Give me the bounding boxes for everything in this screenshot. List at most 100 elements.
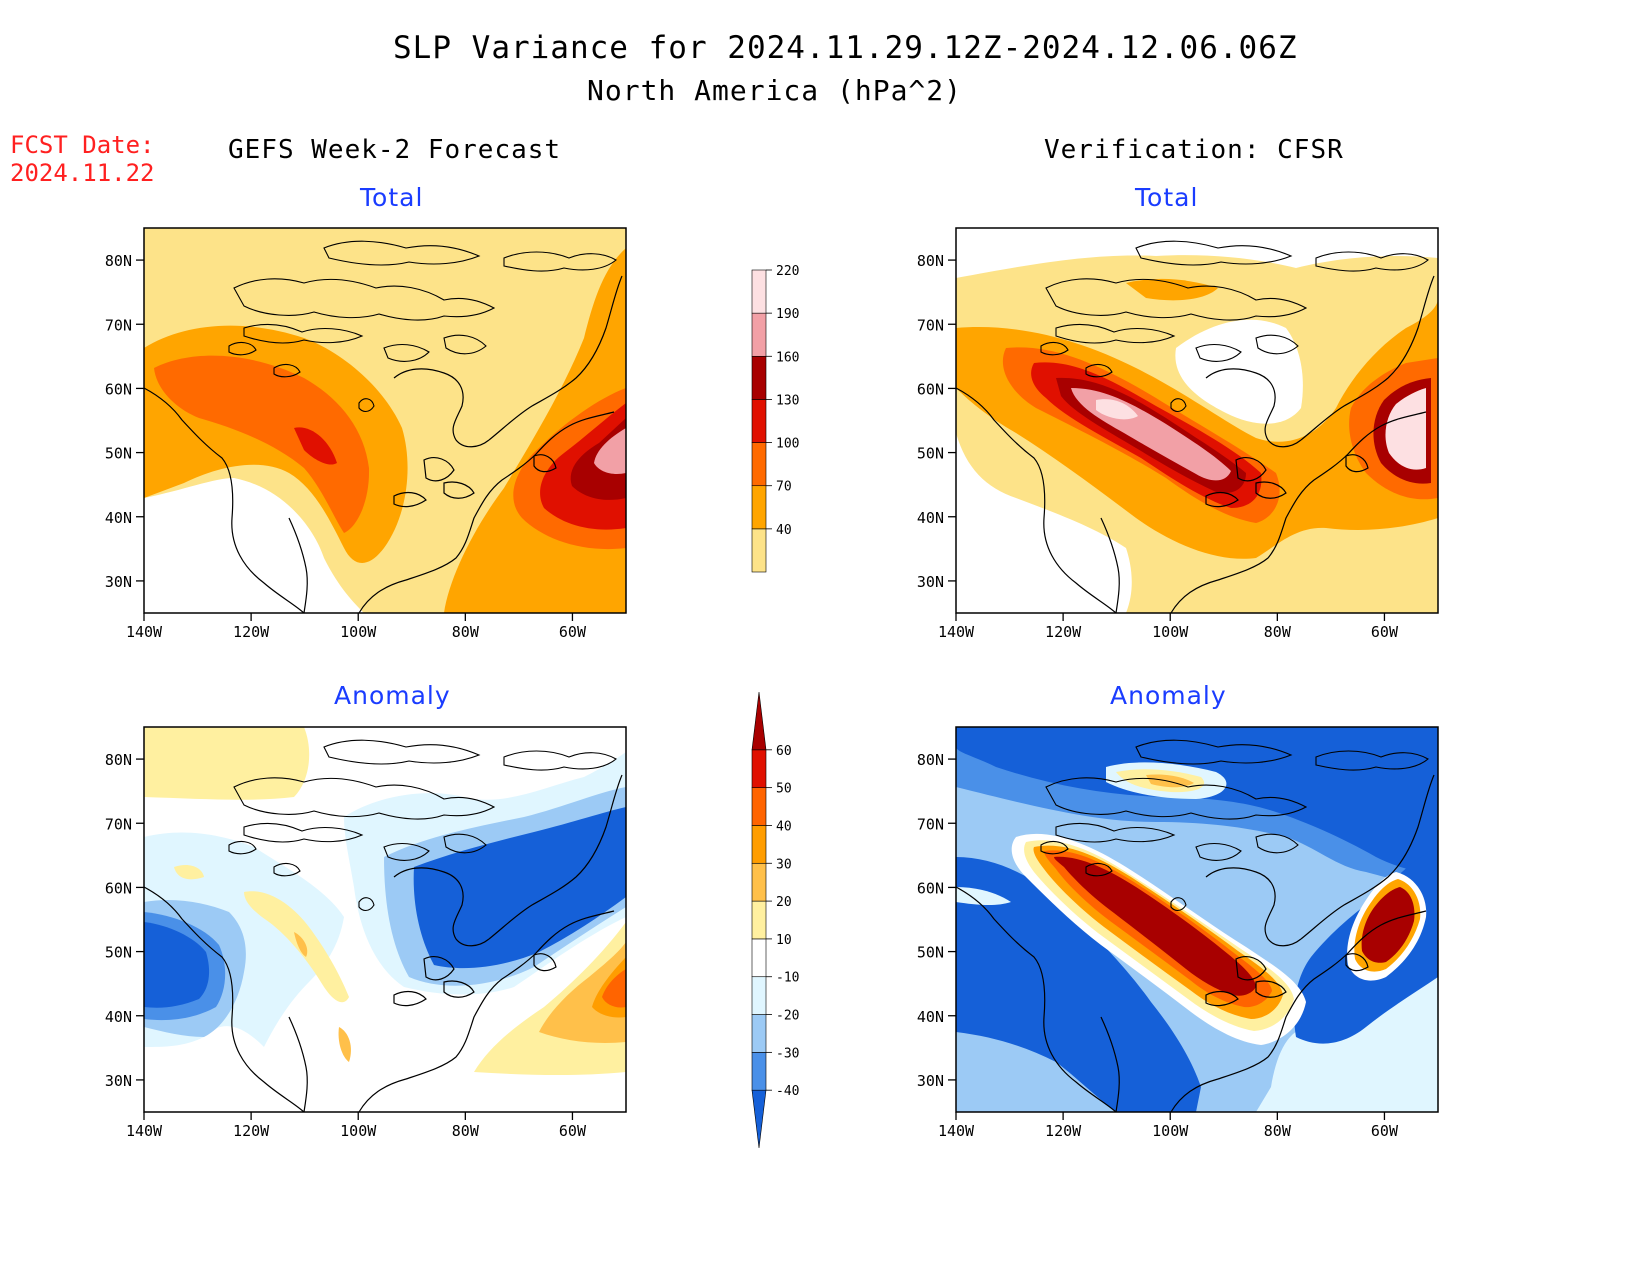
lat-tick-label: 70N bbox=[917, 316, 944, 334]
colorbar-label: -20 bbox=[776, 1009, 799, 1024]
lat-tick-label: 40N bbox=[917, 509, 944, 527]
panel-title-verification-total: Total bbox=[1135, 183, 1199, 212]
right-column-title: Verification: CFSR bbox=[1044, 135, 1344, 165]
lon-tick-label: 80W bbox=[1264, 1122, 1292, 1140]
lat-tick-label: 30N bbox=[105, 573, 132, 591]
panel-axes-0: 30N 40N 50N 60N 70N 80N 140W 120W 100W 80W 60W bbox=[105, 252, 587, 641]
panel-forecast-anomaly bbox=[143, 726, 627, 1113]
lon-tick-label: 60W bbox=[1371, 623, 1399, 641]
lat-tick-label: 50N bbox=[105, 944, 132, 962]
lon-tick-label: 60W bbox=[559, 1122, 587, 1140]
left-column-title: GEFS Week-2 Forecast bbox=[228, 135, 562, 165]
colorbar-label: -30 bbox=[776, 1046, 799, 1061]
lon-tick-label: 120W bbox=[233, 623, 270, 641]
lat-tick-label: 30N bbox=[917, 1072, 944, 1090]
colorbar-swatch bbox=[751, 862, 767, 902]
main-title: SLP Variance for 2024.11.29.12Z-2024.12.… bbox=[393, 30, 1298, 66]
colorbar-swatch bbox=[751, 900, 767, 940]
colorbar-swatch bbox=[751, 399, 767, 443]
colorbar-label: -40 bbox=[776, 1084, 799, 1099]
panel-verification-anomaly bbox=[955, 726, 1439, 1113]
colorbar-swatch bbox=[751, 749, 767, 788]
colorbar-swatch bbox=[751, 1089, 767, 1149]
lat-tick-label: 60N bbox=[105, 879, 132, 897]
panel-axes-2: 30N 40N 50N 60N 70N 80N 140W 120W 100W 80W 60W bbox=[105, 751, 587, 1140]
colorbar-label: 50 bbox=[776, 782, 792, 797]
axes-layer: 30N 40N 50N 60N 70N 80N 140W 120W 100W 80W 60W 30N 4… bbox=[105, 252, 1399, 1140]
lat-tick-label: 60N bbox=[917, 879, 944, 897]
lat-tick-label: 70N bbox=[105, 815, 132, 833]
panel-axes-3: 30N 40N 50N 60N 70N 80N 140W 120W 100W 80W 60W bbox=[917, 751, 1399, 1140]
colorbar-swatch bbox=[751, 976, 767, 1015]
lat-tick-label: 60N bbox=[105, 380, 132, 398]
colorbar-label: -10 bbox=[776, 971, 799, 986]
lon-tick-label: 80W bbox=[452, 1122, 480, 1140]
panel-verification-total bbox=[955, 227, 1439, 614]
colorbar-swatch bbox=[751, 825, 767, 864]
colorbar-label: 20 bbox=[776, 895, 792, 910]
panel-title-verification-anomaly: Anomaly bbox=[1110, 681, 1227, 710]
colorbar-swatch bbox=[751, 269, 767, 314]
colorbar-swatch bbox=[751, 691, 767, 751]
lat-tick-label: 50N bbox=[917, 445, 944, 463]
colorbar-swatch bbox=[751, 787, 767, 826]
colorbar-swatch bbox=[751, 1014, 767, 1053]
fcst-date-value: 2024.11.22 bbox=[10, 159, 155, 187]
colorbar-label: 190 bbox=[776, 307, 799, 322]
lon-tick-label: 140W bbox=[938, 1122, 975, 1140]
lat-tick-label: 30N bbox=[105, 1072, 132, 1090]
colorbar-swatch bbox=[751, 528, 767, 573]
lon-tick-label: 60W bbox=[559, 623, 587, 641]
panel-forecast-total bbox=[143, 227, 627, 614]
fcst-date-label: FCST Date: bbox=[10, 131, 155, 159]
colorbar-swatch bbox=[751, 1052, 767, 1091]
colorbar-label: 100 bbox=[776, 437, 799, 452]
colorbar-label: 10 bbox=[776, 933, 792, 948]
colorbar-swatch bbox=[751, 312, 767, 357]
lon-tick-label: 80W bbox=[1264, 623, 1292, 641]
colorbar-label: 160 bbox=[776, 350, 799, 365]
lon-tick-label: 120W bbox=[1045, 623, 1082, 641]
lat-tick-label: 60N bbox=[917, 380, 944, 398]
lat-tick-label: 40N bbox=[105, 509, 132, 527]
colorbar-total: 40 70 100 130 160 190 220 bbox=[751, 264, 799, 573]
panel-axes-1: 30N 40N 50N 60N 70N 80N 140W 120W 100W 80W 60W bbox=[917, 252, 1399, 641]
colorbar-label: 220 bbox=[776, 264, 799, 279]
panel-title-forecast-total: Total bbox=[360, 183, 424, 212]
lon-tick-label: 140W bbox=[938, 623, 975, 641]
colorbar-swatch bbox=[751, 442, 767, 487]
lat-tick-label: 50N bbox=[917, 944, 944, 962]
colorbar-label: 130 bbox=[776, 393, 799, 408]
colorbar-swatch bbox=[751, 485, 767, 530]
colorbar-swatch bbox=[751, 938, 767, 978]
lon-tick-label: 140W bbox=[126, 623, 163, 641]
lat-tick-label: 80N bbox=[917, 751, 944, 769]
colorbar-label: 30 bbox=[776, 857, 792, 872]
lat-tick-label: 80N bbox=[105, 751, 132, 769]
lat-tick-label: 80N bbox=[917, 252, 944, 270]
main-subtitle: North America (hPa^2) bbox=[587, 74, 963, 107]
colorbar-label: 60 bbox=[776, 744, 792, 759]
lat-tick-label: 80N bbox=[105, 252, 132, 270]
colorbar-label: 40 bbox=[776, 523, 792, 538]
panel-title-forecast-anomaly: Anomaly bbox=[334, 681, 451, 710]
lon-tick-label: 120W bbox=[233, 1122, 270, 1140]
lon-tick-label: 100W bbox=[340, 1122, 377, 1140]
lon-tick-label: 140W bbox=[126, 1122, 163, 1140]
lat-tick-label: 70N bbox=[917, 815, 944, 833]
colorbar-anomaly: -40 -30 -20 -10 10 20 30 40 50 60 bbox=[751, 691, 799, 1149]
lat-tick-label: 30N bbox=[917, 573, 944, 591]
colorbar-label: 40 bbox=[776, 819, 792, 834]
colorbar-label: 70 bbox=[776, 480, 792, 495]
lat-tick-label: 70N bbox=[105, 316, 132, 334]
lat-tick-label: 40N bbox=[105, 1008, 132, 1026]
lat-tick-label: 40N bbox=[917, 1008, 944, 1026]
colorbar-swatch bbox=[751, 355, 767, 400]
lon-tick-label: 80W bbox=[452, 623, 480, 641]
lon-tick-label: 120W bbox=[1045, 1122, 1082, 1140]
lon-tick-label: 100W bbox=[1152, 623, 1189, 641]
lat-tick-label: 50N bbox=[105, 445, 132, 463]
lon-tick-label: 60W bbox=[1371, 1122, 1399, 1140]
lon-tick-label: 100W bbox=[340, 623, 377, 641]
